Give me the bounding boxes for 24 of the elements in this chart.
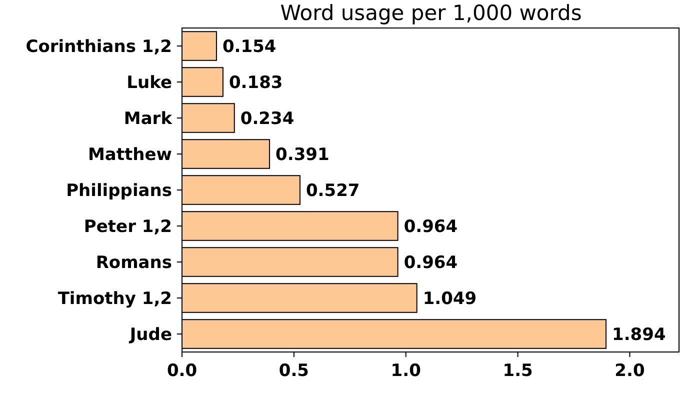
data-label: 1.049 (422, 288, 477, 309)
y-tick-label: Jude (128, 324, 172, 345)
x-tick-label: 0.5 (278, 361, 309, 381)
data-label: 0.527 (306, 180, 360, 201)
x-tick-label: 1.5 (502, 361, 533, 381)
x-tick-label: 1.0 (390, 361, 422, 381)
y-tick-label: Luke (126, 72, 172, 93)
x-tick-label: 0.0 (166, 361, 198, 381)
y-tick-label: Corinthians 1,2 (26, 36, 172, 57)
x-tick-label: 2.0 (614, 361, 645, 381)
data-label: 0.964 (404, 216, 458, 237)
y-tick-label: Philippians (66, 180, 172, 201)
chart-title: Word usage per 1,000 words (280, 1, 582, 25)
data-label: 0.234 (240, 108, 294, 129)
y-tick-label: Mark (124, 108, 173, 129)
y-tick-label: Romans (96, 252, 172, 273)
y-tick-label: Timothy 1,2 (58, 288, 172, 309)
data-label: 0.391 (276, 144, 330, 165)
y-tick-label: Peter 1,2 (84, 216, 172, 237)
data-label: 0.964 (404, 252, 458, 273)
y-tick-label: Matthew (88, 144, 172, 165)
data-label: 1.894 (612, 324, 666, 345)
data-label: 0.183 (228, 72, 283, 93)
data-label: 0.154 (222, 36, 276, 57)
